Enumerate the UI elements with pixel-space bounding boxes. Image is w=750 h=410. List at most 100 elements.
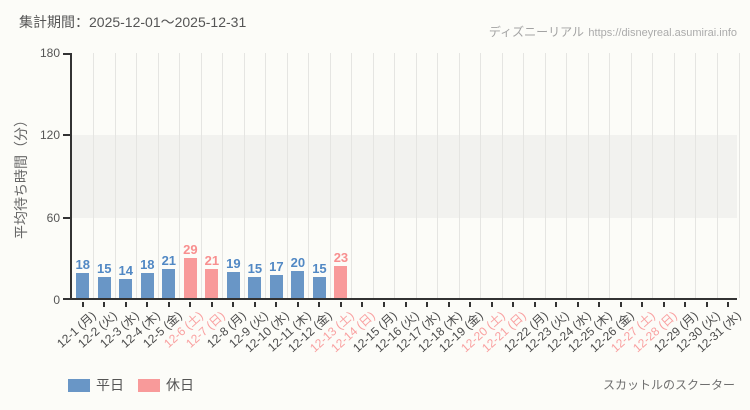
x-axis-tick — [404, 302, 407, 307]
bar-value-label: 18 — [75, 257, 90, 273]
x-axis-tick — [555, 302, 558, 307]
y-axis-tick — [63, 134, 70, 137]
wait-time-bar[interactable] — [140, 273, 154, 298]
vertical-grid-line — [372, 53, 374, 298]
vertical-grid-line — [308, 53, 310, 298]
x-axis-tick — [296, 302, 299, 307]
x-axis-tick — [189, 302, 192, 307]
vertical-grid-line — [437, 53, 439, 298]
vertical-grid-line — [544, 53, 546, 298]
x-axis-tick — [490, 302, 493, 307]
legend-label: 休日 — [166, 377, 194, 393]
legend-swatch-holiday — [138, 378, 160, 392]
vertical-grid-line — [716, 53, 718, 298]
x-axis-tick — [210, 302, 213, 307]
x-axis-tick — [339, 302, 342, 307]
vertical-grid-line — [351, 53, 353, 298]
vertical-grid-line — [222, 53, 224, 298]
aggregation-period-label: 集計期間：2025-12-01～2025-12-31 — [19, 14, 247, 30]
x-axis-tick — [318, 302, 321, 307]
x-axis-labels: 12-1 (月) 12-2 (火) 12-3 (水) 12-4 (木) 12-5 (金)… — [54, 304, 744, 374]
vertical-grid-line — [136, 53, 138, 298]
x-axis-tick — [705, 302, 708, 307]
wait-time-bar[interactable] — [269, 274, 283, 298]
bar-value-label: 29 — [183, 242, 198, 258]
attraction-name: スカットルのスクーター — [602, 378, 735, 392]
vertical-grid-line — [329, 53, 331, 298]
bar-value-label: 20 — [290, 254, 306, 270]
x-axis-tick — [253, 302, 256, 307]
vertical-grid-line — [695, 53, 697, 298]
legend-item-weekday[interactable]: 平日 — [68, 375, 124, 395]
wait-time-bar[interactable] — [226, 271, 240, 298]
vertical-grid-line — [179, 53, 181, 298]
vertical-grid-line — [480, 53, 482, 298]
x-axis-tick — [662, 302, 665, 307]
vertical-grid-line — [609, 53, 611, 298]
bar-value-label: 15 — [97, 261, 112, 277]
x-axis-tick — [361, 302, 364, 307]
x-axis-tick — [232, 302, 235, 307]
x-axis-tick — [447, 302, 450, 307]
bar-value-label: 23 — [333, 250, 349, 266]
bar-value-label: 21 — [161, 253, 177, 269]
y-axis-tick-label: 60 — [46, 210, 60, 225]
vertical-grid-line — [673, 53, 675, 298]
vertical-grid-line — [394, 53, 396, 298]
vertical-grid-line — [157, 53, 159, 298]
bar-value-label: 19 — [226, 255, 241, 271]
x-axis-tick — [576, 302, 579, 307]
legend-swatch-weekday — [68, 378, 90, 392]
x-axis-tick — [641, 302, 644, 307]
y-axis-tick-label: 180 — [39, 46, 60, 60]
vertical-grid-line — [415, 53, 417, 298]
vertical-grid-line — [630, 53, 632, 298]
bar-value-label: 15 — [312, 261, 327, 277]
vertical-grid-line — [652, 53, 654, 298]
site-name: ディズニーリアル — [488, 25, 584, 39]
x-axis-tick — [124, 302, 127, 307]
vertical-grid-line — [93, 53, 95, 298]
x-axis-tick — [533, 302, 536, 307]
vertical-grid-line — [200, 53, 202, 298]
x-axis-tick — [619, 302, 622, 307]
bar-value-label: 14 — [118, 262, 134, 278]
legend-item-holiday[interactable]: 休日 — [138, 375, 194, 395]
y-axis-tick-label: 0 — [53, 293, 60, 307]
wait-time-bar[interactable] — [248, 277, 262, 298]
bar-value-label: 17 — [269, 258, 284, 274]
x-axis-tick — [103, 302, 106, 307]
bar-value-label: 15 — [247, 261, 263, 277]
vertical-grid-line — [501, 53, 503, 298]
x-axis-tick — [167, 302, 170, 307]
wait-time-bar[interactable] — [334, 266, 348, 298]
vertical-grid-line — [265, 53, 267, 298]
x-axis-tick — [81, 302, 84, 307]
bar-value-label: 21 — [204, 253, 220, 269]
x-axis-tick — [275, 302, 278, 307]
y-axis-tick — [63, 298, 70, 300]
legend-label: 平日 — [96, 377, 124, 393]
y-axis-tick-label: 120 — [39, 128, 60, 143]
y-axis-tick — [63, 53, 70, 55]
wait-time-bar[interactable] — [291, 270, 305, 298]
x-axis-tick — [684, 302, 687, 307]
wait-time-bar[interactable] — [205, 269, 219, 298]
bar-value-label: 18 — [140, 257, 155, 273]
vertical-grid-line — [243, 53, 245, 298]
x-axis-tick — [598, 302, 601, 307]
wait-time-bar[interactable] — [183, 258, 197, 298]
chart-legend: 平日 休日 — [68, 375, 194, 395]
wait-time-bar[interactable] — [162, 269, 176, 298]
x-axis-tick — [382, 302, 385, 307]
wait-time-bar[interactable] — [97, 277, 111, 298]
wait-time-bar[interactable] — [76, 273, 90, 298]
x-axis-tick — [727, 302, 730, 307]
shaded-band — [72, 135, 737, 218]
wait-time-bar[interactable] — [312, 277, 326, 298]
wait-time-bar[interactable] — [119, 278, 133, 298]
x-axis-tick — [426, 302, 429, 307]
vertical-grid-line — [738, 53, 740, 298]
vertical-grid-line — [566, 53, 568, 298]
